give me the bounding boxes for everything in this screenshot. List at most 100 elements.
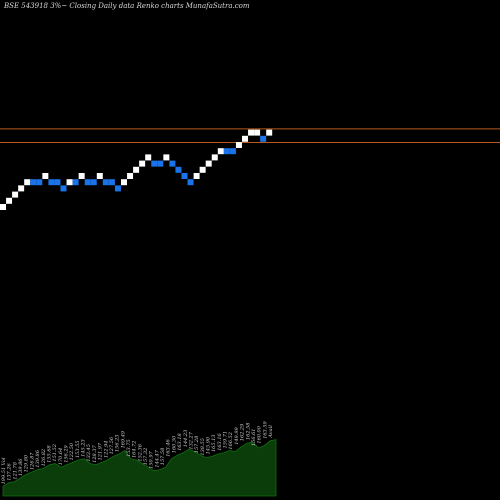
volume-label: 157.58 (160, 448, 166, 466)
renko-box (0, 204, 6, 210)
volume-label: 156.29 (63, 444, 69, 462)
volume-label: 150.97 (149, 450, 155, 468)
renko-box (229, 148, 236, 155)
renko-box (60, 185, 67, 192)
reference-lines (0, 128, 500, 144)
volume-label: 129.80 (24, 454, 30, 472)
volume-label: 122.50 (69, 442, 75, 460)
renko-box (223, 148, 230, 155)
volume-label: 122.94 (103, 441, 109, 459)
volume-label: 132.27 (188, 431, 194, 449)
renko-box (157, 160, 164, 167)
volume-label: 137.26 (7, 462, 13, 480)
renko-box (254, 129, 261, 136)
volume-label: 165.13 (211, 435, 217, 453)
renko-box (139, 160, 146, 167)
renko-box (66, 179, 73, 186)
renko-box (235, 142, 242, 148)
renko-box (24, 179, 31, 186)
renko-box (211, 154, 218, 161)
volume-label: Avail (268, 425, 274, 439)
volume-label: 156.23 (115, 435, 121, 453)
renko-box (169, 160, 176, 167)
volume-label: 144.23 (183, 430, 189, 448)
volume-label: 128.37 (92, 444, 98, 462)
renko-box (175, 166, 182, 173)
renko-box (6, 197, 13, 204)
renko-box (260, 135, 267, 142)
volume-label: 151.52 (52, 444, 58, 462)
volume-label: 163.18 (177, 433, 183, 451)
volume-label: 170.64 (58, 448, 64, 466)
renko-box (187, 179, 194, 186)
volume-label: 127.56 (109, 436, 115, 454)
volume-label: 155.68 (46, 445, 52, 463)
renko-box (181, 173, 188, 179)
volume-label: 153.75 (126, 439, 132, 457)
volume-label: 149.99 (234, 426, 240, 444)
volume-label: 157.28 (194, 436, 200, 454)
volume-label: 145.90 (206, 436, 212, 454)
renko-box (266, 129, 273, 136)
renko-box (151, 160, 158, 167)
volume-area (2, 439, 277, 497)
volume-label: 164.72 (132, 441, 138, 459)
renko-box (96, 173, 103, 179)
volume-label: 199.51 Vol (1, 457, 7, 484)
renko-box (18, 185, 25, 192)
volume-label: 121.78 (12, 462, 18, 480)
volume-label: 138.55 (200, 438, 206, 456)
renko-box (114, 185, 121, 192)
renko-box (30, 179, 37, 186)
renko-box (133, 166, 140, 173)
renko-box (205, 160, 212, 167)
renko-box (90, 179, 97, 186)
volume-label: 145.23 (81, 439, 87, 457)
renko-box (12, 191, 19, 198)
renko-box (108, 179, 115, 186)
volume-label: 163.59 (262, 420, 268, 438)
renko-box (242, 135, 248, 142)
volume-label: 162.58 (245, 423, 251, 441)
volume-label: 139.86 (18, 458, 24, 476)
renko-box (121, 179, 127, 186)
renko-box (42, 173, 49, 179)
renko-box (36, 179, 43, 186)
renko-boxes (0, 129, 273, 210)
volume-label: 121.97 (98, 442, 104, 460)
volume-label: 126.82 (41, 449, 47, 467)
renko-box (78, 173, 85, 179)
renko-box (84, 179, 91, 186)
volume-label: 144.47 (154, 449, 160, 467)
volume-label: 169.49 (120, 430, 126, 448)
volume-label: 156.61 (251, 429, 257, 447)
volume-label: 139.86 (35, 449, 41, 467)
volume-label: 160.00 (257, 425, 263, 443)
volume-label: 153.55 (75, 441, 81, 459)
chart-title: BSE 543918 3%~ Closing Daily data Renko … (4, 2, 250, 10)
volume-label: 157.32 (143, 448, 149, 466)
volume-label: 163.46 (166, 438, 172, 456)
renko-box (72, 179, 79, 186)
volume-label: 133.45 (86, 444, 92, 462)
renko-box (102, 179, 109, 186)
renko-box (54, 179, 61, 186)
volume-label: 162.29 (240, 423, 246, 441)
renko-box (48, 179, 55, 186)
renko-box (163, 154, 170, 161)
volume-label: 163.16 (217, 432, 223, 450)
renko-box (127, 173, 134, 179)
renko-box (193, 173, 200, 179)
volume-label: 159.71 (223, 431, 229, 449)
volume-label: 160.30 (171, 435, 177, 453)
volume-label: 152.36 (137, 443, 143, 461)
volume-label: 126.87 (29, 452, 35, 470)
renko-box (199, 166, 206, 173)
volume-area-shape (2, 439, 277, 497)
renko-box (145, 154, 152, 161)
renko-box (217, 148, 224, 155)
volume-label: 166.52 (228, 432, 234, 450)
renko-box (248, 129, 255, 136)
volume-labels: 199.51 Vol 137.26 121.78 139.86 129.80 126.87… (1, 420, 274, 484)
